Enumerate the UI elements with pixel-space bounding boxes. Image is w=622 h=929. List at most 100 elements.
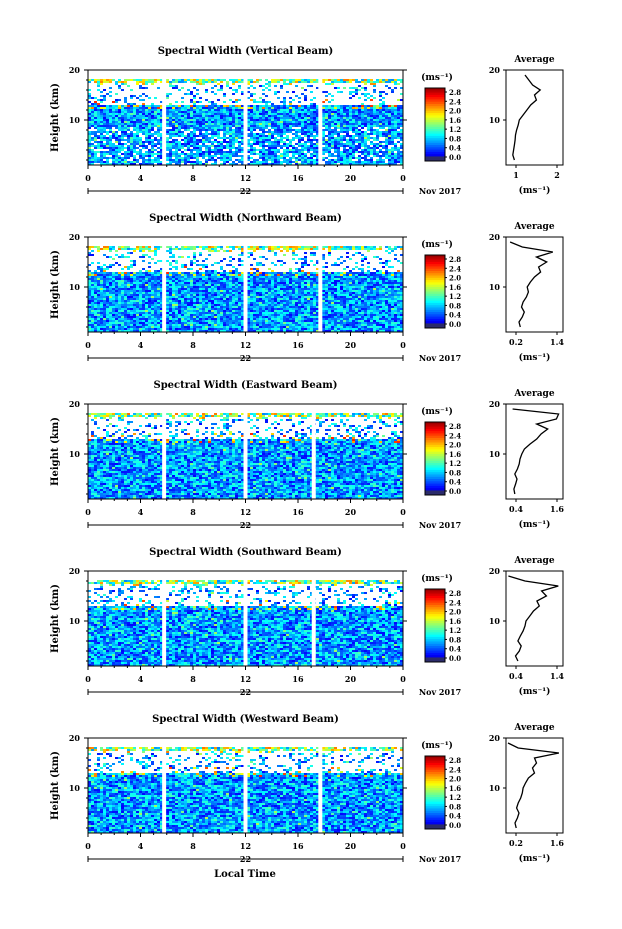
day-label: 22	[240, 520, 251, 530]
spectral-width-heatmap	[88, 738, 403, 833]
spectral-width-heatmap	[88, 237, 403, 332]
colorbar-tick-label: 0.4	[449, 812, 461, 821]
date-label: Nov 2017	[419, 186, 461, 196]
avg-x-tick-label: 1.4	[550, 671, 564, 681]
y-tick-label: 20	[69, 399, 81, 409]
colorbar-tick-label: 0.4	[449, 645, 461, 654]
x-tick-label: 0	[400, 173, 406, 183]
data-gap	[244, 70, 248, 165]
colorbar-unit: (ms⁻¹)	[421, 239, 453, 250]
colorbar-tick-label: 0.0	[449, 153, 461, 162]
data-gap	[312, 571, 316, 666]
colorbar-tick-label: 0.8	[449, 635, 461, 644]
x-tick-label: 4	[138, 674, 144, 684]
avg-y-tick-label: 20	[489, 399, 501, 409]
y-tick-label: 10	[69, 115, 81, 125]
panel-4: Spectral Width (Southward Beam)2010Heigh…	[50, 547, 564, 697]
colorbar-tick-label: 2.8	[449, 88, 461, 97]
y-tick-label: 20	[69, 65, 81, 75]
colorbar-tick-label: 2.4	[449, 765, 461, 774]
y-tick-label: 20	[69, 566, 81, 576]
colorbar-tick-label: 0.4	[449, 311, 461, 320]
x-tick-label: 12	[240, 674, 251, 684]
colorbar-unit: (ms⁻¹)	[421, 72, 453, 83]
y-tick-label: 10	[69, 783, 81, 793]
colorbar-tick-label: 0.8	[449, 134, 461, 143]
colorbar-tick-label: 0.4	[449, 144, 461, 153]
panel-3: Spectral Width (Eastward Beam) 20 10 Height…	[50, 380, 564, 530]
data-gap	[162, 237, 166, 332]
panel-5: Spectral Width (Westward Beam)2010Height…	[50, 714, 564, 864]
average-title: Average	[513, 556, 554, 566]
x-tick-label: 20	[345, 340, 357, 350]
average-title: Average	[513, 389, 554, 399]
data-gap	[162, 404, 166, 499]
y-axis-label: Height (km)	[50, 584, 61, 653]
avg-x-tick-label: 2	[554, 170, 560, 180]
avg-y-tick-label: 10	[489, 115, 501, 125]
x-tick-label: 20	[345, 173, 357, 183]
colorbar-tick-label: 2.0	[449, 441, 461, 450]
colorbar-tick-label: 2.4	[449, 264, 461, 273]
avg-y-tick-label: 10	[489, 449, 501, 459]
x-tick-label: 4	[138, 841, 144, 851]
colorbar-tick-label: 1.2	[449, 793, 461, 802]
spectral-width-heatmap	[88, 70, 403, 165]
data-gap	[318, 70, 322, 165]
colorbar-tick-label: 1.6	[449, 283, 461, 292]
colorbar-tick-label: 0.4	[449, 478, 461, 487]
colorbar-tick-label: 2.4	[449, 598, 461, 607]
data-gap	[162, 70, 166, 165]
avg-y-tick-label: 10	[489, 783, 501, 793]
y-axis-label: Height (km)	[50, 751, 61, 820]
panel-title: Spectral Width (Eastward Beam)	[153, 380, 337, 391]
avg-y-tick-label: 20	[489, 566, 501, 576]
y-tick-label: 20	[69, 733, 81, 743]
x-tick-label: 0	[85, 173, 91, 183]
x-tick-label: 8	[190, 841, 196, 851]
x-tick-label: 0	[85, 507, 91, 517]
x-tick-label: 8	[190, 340, 196, 350]
average-frame	[506, 404, 563, 499]
data-gap	[312, 404, 316, 499]
data-gap	[162, 571, 166, 666]
colorbar-tick-label: 0.8	[449, 468, 461, 477]
x-tick-label: 4	[138, 507, 144, 517]
x-tick-label: 16	[292, 841, 304, 851]
avg-y-tick-label: 20	[489, 733, 501, 743]
colorbar-tick-label: 2.4	[449, 431, 461, 440]
avg-x-tick-label: 1.6	[550, 504, 564, 514]
panel-title: Spectral Width (Northward Beam)	[149, 213, 342, 224]
day-label: 22	[240, 687, 251, 697]
y-tick-label: 10	[69, 616, 81, 626]
colorbar-tick-label: 0.0	[449, 320, 461, 329]
avg-y-tick-label: 20	[489, 232, 501, 242]
x-tick-label: 4	[138, 340, 144, 350]
data-gap	[318, 738, 322, 833]
colorbar-tick-label: 2.8	[449, 255, 461, 264]
x-axis-label: Local Time	[214, 869, 276, 880]
avg-y-tick-label: 20	[489, 65, 501, 75]
colorbar-tick-label: 0.0	[449, 821, 461, 830]
colorbar-tick-label: 0.8	[449, 802, 461, 811]
average-profile-line	[510, 242, 553, 327]
colorbar-unit: (ms⁻¹)	[421, 406, 453, 417]
x-tick-label: 0	[400, 841, 406, 851]
date-label: Nov 2017	[419, 854, 461, 864]
colorbar-tick-label: 2.0	[449, 775, 461, 784]
y-axis-label: Height (km)	[50, 417, 61, 486]
panel-title: Spectral Width (Vertical Beam)	[158, 46, 334, 57]
x-tick-label: 16	[292, 340, 304, 350]
x-tick-label: 20	[345, 507, 357, 517]
avg-y-tick-label: 10	[489, 616, 501, 626]
average-profile-line	[513, 75, 540, 160]
y-tick-label: 10	[69, 282, 81, 292]
x-tick-label: 0	[85, 674, 91, 684]
data-gap	[318, 237, 322, 332]
avg-x-label: (ms⁻¹)	[519, 853, 551, 864]
colorbar-tick-label: 2.8	[449, 756, 461, 765]
avg-x-tick-label: 1.4	[550, 337, 564, 347]
y-axis-label: Height (km)	[50, 83, 61, 152]
colorbar-tick-label: 1.2	[449, 292, 461, 301]
